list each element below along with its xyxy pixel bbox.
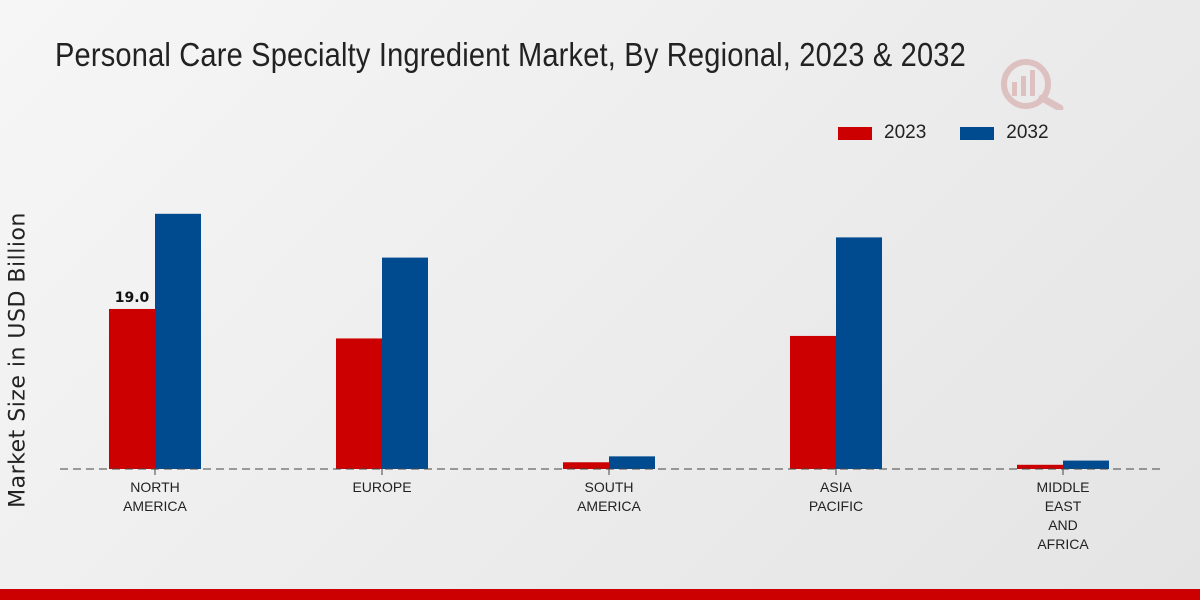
bar-2023-4 xyxy=(1017,464,1063,469)
bar-2032-3 xyxy=(836,237,882,469)
legend-swatch-2032 xyxy=(960,126,995,140)
legend-label-2023: 2023 xyxy=(884,122,927,143)
chart-title: Personal Care Specialty Ingredient Marke… xyxy=(55,36,966,73)
watermark-logo xyxy=(1001,59,1064,110)
x-tick-label-4: MIDDLE EAST AND AFRICA xyxy=(1037,479,1090,552)
bottom-accent-bar xyxy=(0,589,1200,600)
bar-2032-1 xyxy=(382,257,428,469)
x-tick-label-3: ASIA PACIFIC xyxy=(809,479,863,514)
legend-item-2023: 2023 xyxy=(838,122,926,144)
bar-2023-3 xyxy=(790,335,836,469)
legend-swatch-2023 xyxy=(838,126,872,140)
legend: 2023 2032 xyxy=(838,122,1083,144)
data-label-2023-0: 19.0 xyxy=(115,290,150,306)
bar-2023-1 xyxy=(336,338,382,469)
legend-item-2032: 2032 xyxy=(960,122,1049,144)
x-tick-label-2: SOUTH AMERICA xyxy=(577,479,641,514)
bar-2023-0 xyxy=(109,308,155,469)
x-tick-label-1: EUROPE xyxy=(352,479,411,495)
bar-2023-2 xyxy=(563,462,609,469)
x-tick-label-0: NORTH AMERICA xyxy=(123,479,187,514)
bar-2032-2 xyxy=(609,456,655,469)
bar-2032-4 xyxy=(1063,460,1109,469)
legend-label-2032: 2032 xyxy=(1006,122,1049,143)
bar-2032-0 xyxy=(155,213,201,469)
